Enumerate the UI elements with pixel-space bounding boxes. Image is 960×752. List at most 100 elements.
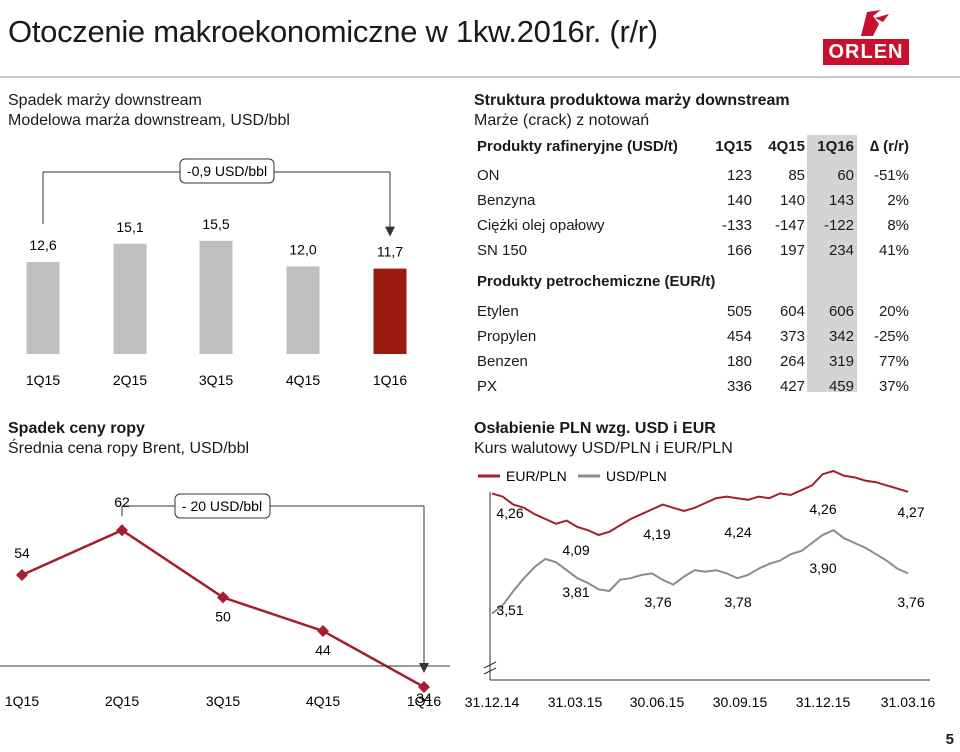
table-row-petro-cell-2: 373: [779, 328, 805, 345]
fx-x-tick-4: 31.12.15: [796, 694, 851, 710]
brent-point-3Q15: [217, 591, 229, 604]
page-number: 5: [945, 731, 954, 748]
margin-panel-title: Spadek marży downstream: [8, 92, 202, 109]
table-row-petro-cell-4: -25%: [873, 328, 909, 345]
table-row-refinery-cell-3: 143: [828, 192, 854, 209]
highlight-column-1q16: [807, 135, 857, 392]
table-row-refinery-cell-3: 60: [837, 167, 854, 184]
fx-line-1: [491, 529, 909, 615]
bracket-arrow-icon: [385, 226, 395, 237]
brent-annotation-box: [174, 493, 271, 519]
fx-usd-label-2: 3,76: [644, 594, 671, 610]
brent-point-2Q15: [116, 524, 128, 537]
table-row-petro-cell-1: 454: [726, 328, 752, 345]
table-row-petro: Propylen 454 373 342 -25%: [477, 328, 917, 350]
table-row-refinery-cell-1: 140: [726, 192, 752, 209]
brent-x-tick-1Q16: 1Q16: [407, 693, 441, 709]
x-tick-1Q15: 1Q15: [26, 372, 60, 388]
brent-x-tick-2Q15: 2Q15: [105, 693, 139, 709]
annotation-box: [179, 158, 275, 184]
fx-x-tick-3: 30.09.15: [713, 694, 768, 710]
margin-panel-subtitle: Modelowa marża downstream, USD/bbl: [8, 112, 290, 129]
table-row-petro-cell-4: 77%: [878, 353, 909, 370]
bar-label-1Q16: 11,7: [377, 244, 403, 260]
table-row-petro-cell-3: 459: [828, 378, 854, 395]
table-header-refinery-cell-3: 1Q16: [817, 138, 854, 155]
table-row-refinery-cell-1: 166: [726, 242, 752, 259]
table-row-refinery: Ciężki olej opałowy -133 -147 -122 8%: [477, 217, 917, 239]
table-row-petro-cell-3: 606: [828, 303, 854, 320]
bar-label-3Q15: 15,5: [202, 216, 229, 232]
brent-label-1Q16: 34: [416, 690, 432, 706]
fx-x-tick-0: 31.12.14: [465, 694, 520, 710]
brent-x-tick-4Q15: 4Q15: [306, 693, 340, 709]
brent-bracket-arrow-icon: [419, 663, 429, 673]
fx-x-tick-1: 31.03.15: [548, 694, 603, 710]
brent-point-1Q16: [418, 681, 430, 693]
table-row-refinery-cell-0: Benzyna: [477, 192, 536, 209]
table-row-petro: Etylen 505 604 606 20%: [477, 303, 917, 325]
table-header-petro: Produkty petrochemiczne (EUR/t): [477, 273, 917, 295]
bar-label-4Q15: 12,0: [289, 241, 316, 257]
page-title: Otoczenie makroekonomiczne w 1kw.2016r. …: [8, 14, 658, 49]
bar-1Q15: [26, 262, 60, 354]
table-row-petro-cell-4: 20%: [878, 303, 909, 320]
brent-label-3Q15: 50: [215, 608, 231, 624]
table-row-petro-cell-2: 427: [779, 378, 805, 395]
brent-panel-subtitle: Średnia cena ropy Brent, USD/bbl: [8, 440, 250, 457]
bar-1Q16: [373, 268, 407, 354]
fx-x-tick-5: 31.03.16: [881, 694, 936, 710]
table-row-refinery-cell-1: -133: [721, 217, 752, 234]
table-row-refinery-cell-4: 41%: [878, 242, 909, 259]
table-row-petro-cell-0: Benzen: [477, 353, 528, 370]
fx-panel-subtitle: Kurs walutowy USD/PLN i EUR/PLN: [474, 440, 733, 457]
table-row-petro-cell-0: Etylen: [477, 303, 519, 320]
table-row-petro-cell-1: 180: [726, 353, 752, 370]
orlen-logo-text: ORLEN: [823, 39, 909, 65]
fx-usd-label-5: 3,76: [897, 594, 924, 610]
fx-eur-label-4: 4,26: [809, 501, 836, 517]
orlen-logo: [823, 6, 909, 66]
fx-usd-label-4: 3,90: [809, 560, 836, 576]
table-panel-title: Struktura produktowa marży downstream: [474, 92, 790, 109]
fx-eur-label-5: 4,27: [897, 504, 924, 520]
table-header-refinery: Produkty rafineryjne (USD/t) 1Q15 4Q15 1Q16…: [477, 138, 917, 160]
fx-eur-label-0: 4,26: [496, 505, 523, 521]
fx-line-0: [491, 469, 909, 537]
bar-label-2Q15: 15,1: [116, 219, 143, 235]
bar-3Q15: [199, 240, 233, 354]
table-row-refinery-cell-0: Ciężki olej opałowy: [477, 217, 605, 234]
table-row-refinery-cell-2: 140: [779, 192, 805, 209]
brent-label-4Q15: 44: [315, 642, 331, 658]
table-header-petro-cell-0: Produkty petrochemiczne (EUR/t): [477, 273, 716, 290]
table-row-petro-cell-3: 319: [828, 353, 854, 370]
orlen-eagle-icon: [861, 10, 889, 36]
table-row-petro-cell-0: PX: [477, 378, 498, 395]
table-header-refinery-cell-0: Produkty rafineryjne (USD/t): [477, 138, 678, 155]
x-tick-3Q15: 3Q15: [199, 372, 233, 388]
brent-point-1Q15: [16, 569, 28, 581]
table-row-refinery-cell-2: 85: [788, 167, 805, 184]
table-row-petro-cell-3: 342: [828, 328, 854, 345]
table-row-refinery-cell-4: -51%: [873, 167, 909, 184]
fx-legend-label-0: EUR/PLN: [506, 468, 567, 484]
fx-usd-label-3: 3,78: [724, 594, 751, 610]
table-row-refinery-cell-1: 123: [726, 167, 752, 184]
fx-x-tick-2: 30.06.15: [630, 694, 685, 710]
margin-bar-chart: 12,6 1Q15 15,1 2Q15 15,5 3Q15 12,0 4Q15 11,7 1Q16…: [26, 158, 407, 388]
table-row-refinery-cell-4: 2%: [887, 192, 909, 209]
table-row-refinery-cell-3: -122: [823, 217, 854, 234]
fx-panel-title: Osłabienie PLN wzg. USD i EUR: [474, 420, 716, 437]
brent-x-tick-1Q15: 1Q15: [5, 693, 39, 709]
x-tick-1Q16: 1Q16: [373, 372, 407, 388]
table-row-refinery-cell-2: -147: [774, 217, 805, 234]
fx-usd-label-0: 3,51: [496, 602, 523, 618]
table-row-petro-cell-0: Propylen: [477, 328, 537, 345]
fx-axis-break-1: [483, 661, 497, 669]
table-row-refinery: Benzyna 140 140 143 2%: [477, 192, 917, 214]
brent-point-4Q15: [317, 625, 329, 637]
fx-legend-label-1: USD/PLN: [606, 468, 667, 484]
table-header-refinery-cell-4: ∆ (r/r): [869, 138, 909, 155]
brent-panel-title: Spadek ceny ropy: [8, 420, 145, 437]
table-row-refinery-cell-3: 234: [828, 242, 854, 259]
